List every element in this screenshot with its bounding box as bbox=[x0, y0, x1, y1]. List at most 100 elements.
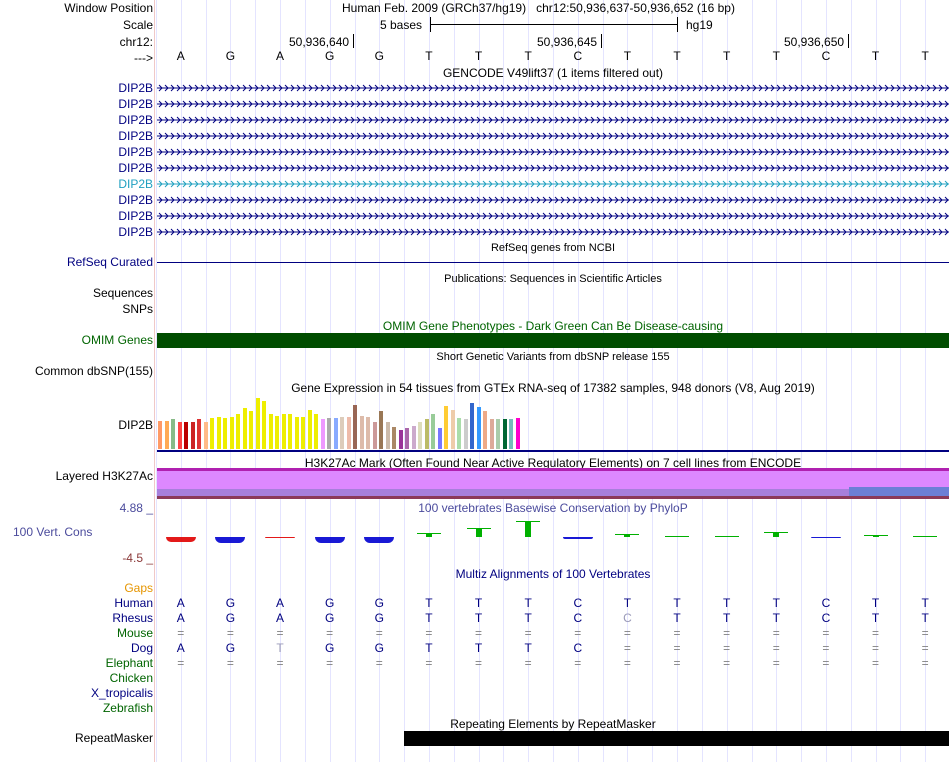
multiz-species-label[interactable]: Zebrafish bbox=[102, 701, 153, 715]
gencode-gene-label[interactable]: DIP2B bbox=[118, 145, 153, 159]
gtex-tissue-bar[interactable] bbox=[327, 418, 331, 449]
gtex-tissue-bar[interactable] bbox=[288, 414, 292, 449]
gtex-tissue-bar[interactable] bbox=[216, 417, 221, 449]
gtex-tissue-bar[interactable] bbox=[242, 408, 247, 449]
gtex-tissue-bar[interactable] bbox=[236, 414, 240, 449]
gencode-gene-label[interactable]: DIP2B bbox=[118, 161, 153, 175]
gencode-gene-label[interactable]: DIP2B bbox=[118, 225, 153, 239]
gtex-tissue-bar[interactable] bbox=[301, 417, 305, 449]
gtex-tissue-bar[interactable] bbox=[359, 416, 364, 449]
gtex-tissue-bar[interactable] bbox=[398, 430, 403, 449]
gencode-gene-label[interactable]: DIP2B bbox=[118, 209, 153, 223]
gtex-tissue-bar[interactable] bbox=[184, 422, 188, 449]
gtex-tissue-bar[interactable] bbox=[275, 416, 279, 449]
gencode-transcript-line[interactable] bbox=[157, 83, 949, 93]
gtex-tissue-bar[interactable] bbox=[203, 422, 208, 449]
cons-base-glyph[interactable] bbox=[525, 521, 532, 537]
gtex-tissue-bar[interactable] bbox=[171, 419, 175, 449]
cons-base-glyph[interactable] bbox=[475, 528, 482, 537]
gtex-tissue-bar[interactable] bbox=[294, 417, 299, 449]
gencode-transcript-line[interactable] bbox=[157, 179, 949, 189]
omim-gene-bar[interactable] bbox=[157, 333, 949, 348]
gtex-tissue-bar[interactable] bbox=[496, 419, 500, 449]
dbsnp-title[interactable]: Short Genetic Variants from dbSNP releas… bbox=[436, 351, 670, 363]
multiz-species-label[interactable]: Elephant bbox=[105, 656, 153, 670]
multiz-species-label[interactable]: Chicken bbox=[109, 671, 153, 685]
publications-snps-label[interactable]: SNPs bbox=[122, 302, 153, 316]
gtex-tissue-bar[interactable] bbox=[353, 405, 357, 449]
gtex-tissue-bar[interactable] bbox=[164, 421, 169, 449]
cons-base-glyph[interactable] bbox=[215, 537, 246, 543]
refseq-label[interactable]: RefSeq Curated bbox=[66, 255, 153, 269]
gtex-tissue-bar[interactable] bbox=[307, 410, 312, 449]
gtex-tissue-bar[interactable] bbox=[463, 419, 468, 449]
gencode-gene-label[interactable]: DIP2B bbox=[118, 177, 153, 191]
multiz-species-label[interactable]: Mouse bbox=[116, 626, 153, 640]
gtex-tissue-bar[interactable] bbox=[333, 418, 338, 449]
gencode-gene-label[interactable]: DIP2B bbox=[118, 113, 153, 127]
gencode-gene-label[interactable]: DIP2B bbox=[118, 81, 153, 95]
gtex-tissue-bar[interactable] bbox=[489, 419, 494, 449]
gtex-tissue-bar[interactable] bbox=[340, 417, 344, 449]
refseq-gene-line[interactable] bbox=[157, 262, 949, 263]
cons-base-glyph[interactable] bbox=[674, 536, 681, 537]
gencode-transcript-line[interactable] bbox=[157, 131, 949, 141]
gencode-transcript-line[interactable] bbox=[157, 211, 949, 221]
gtex-tissue-bar[interactable] bbox=[483, 411, 487, 449]
gencode-gene-label[interactable]: DIP2B bbox=[118, 129, 153, 143]
gencode-transcript-line[interactable] bbox=[157, 147, 949, 157]
multiz-species-label[interactable]: Dog bbox=[130, 641, 153, 655]
gtex-tissue-bar[interactable] bbox=[509, 419, 513, 449]
gencode-transcript-line[interactable] bbox=[157, 115, 949, 125]
omim-label[interactable]: OMIM Genes bbox=[81, 333, 153, 347]
multiz-species-label[interactable]: Human bbox=[114, 596, 153, 610]
gtex-tissue-bar[interactable] bbox=[405, 428, 409, 449]
multiz-species-label[interactable]: Rhesus bbox=[112, 611, 153, 625]
gtex-tissue-bar[interactable] bbox=[190, 422, 195, 449]
gtex-tissue-bar[interactable] bbox=[476, 407, 481, 449]
gtex-tissue-bar[interactable] bbox=[346, 417, 351, 449]
h3k27ac-signal[interactable] bbox=[157, 468, 949, 499]
gtex-tissue-bar[interactable] bbox=[392, 427, 396, 449]
publications-sequences-label[interactable]: Sequences bbox=[92, 286, 153, 300]
multiz-gaps-label[interactable]: Gaps bbox=[124, 581, 153, 595]
gencode-gene-label[interactable]: DIP2B bbox=[118, 97, 153, 111]
gencode-transcript-line[interactable] bbox=[157, 99, 949, 109]
gtex-tissue-bar[interactable] bbox=[197, 419, 201, 449]
h3k27ac-label[interactable]: Layered H3K27Ac bbox=[55, 469, 153, 483]
gtex-tissue-bar[interactable] bbox=[229, 417, 234, 449]
gtex-bar-chart[interactable] bbox=[157, 395, 949, 449]
cons-base-glyph[interactable] bbox=[773, 532, 780, 537]
gtex-tissue-bar[interactable] bbox=[366, 417, 370, 449]
gtex-tissue-bar[interactable] bbox=[255, 398, 260, 449]
multiz-species-label[interactable]: X_tropicalis bbox=[90, 686, 153, 700]
gtex-tissue-bar[interactable] bbox=[418, 422, 422, 449]
cons-base-glyph[interactable] bbox=[265, 537, 296, 538]
gtex-tissue-bar[interactable] bbox=[411, 426, 416, 449]
gtex-tissue-bar[interactable] bbox=[158, 421, 162, 449]
gtex-tissue-bar[interactable] bbox=[372, 422, 377, 449]
cons-base-glyph[interactable] bbox=[562, 537, 593, 539]
gtex-tissue-bar[interactable] bbox=[379, 411, 383, 449]
gtex-tissue-bar[interactable] bbox=[424, 419, 429, 449]
gencode-transcript-line[interactable] bbox=[157, 195, 949, 205]
repeatmasker-label[interactable]: RepeatMasker bbox=[74, 731, 153, 745]
gtex-tissue-bar[interactable] bbox=[502, 419, 507, 449]
dbsnp-label[interactable]: Common dbSNP(155) bbox=[34, 364, 153, 378]
cons-base-glyph[interactable] bbox=[872, 535, 879, 537]
gtex-tissue-bar[interactable] bbox=[281, 414, 286, 449]
repeatmasker-title[interactable]: Repeating Elements by RepeatMasker bbox=[450, 717, 656, 731]
gtex-tissue-bar[interactable] bbox=[457, 418, 461, 449]
cons-base-glyph[interactable] bbox=[810, 537, 841, 538]
gtex-tissue-bar[interactable] bbox=[320, 419, 325, 449]
gtex-tissue-bar[interactable] bbox=[450, 410, 455, 449]
cons-base-glyph[interactable] bbox=[364, 537, 395, 543]
cons-base-glyph[interactable] bbox=[165, 537, 196, 542]
repeatmasker-element[interactable] bbox=[404, 731, 949, 746]
gtex-tissue-bar[interactable] bbox=[268, 414, 273, 449]
multiz-title[interactable]: Multiz Alignments of 100 Vertebrates bbox=[455, 567, 651, 581]
cons-base-glyph[interactable] bbox=[314, 537, 345, 543]
gencode-transcript-line[interactable] bbox=[157, 227, 949, 237]
h3k27ac-title[interactable]: H3K27Ac Mark (Often Found Near Active Re… bbox=[304, 456, 802, 470]
cons-title[interactable]: 100 vertebrates Basewise Conservation by… bbox=[418, 501, 688, 515]
